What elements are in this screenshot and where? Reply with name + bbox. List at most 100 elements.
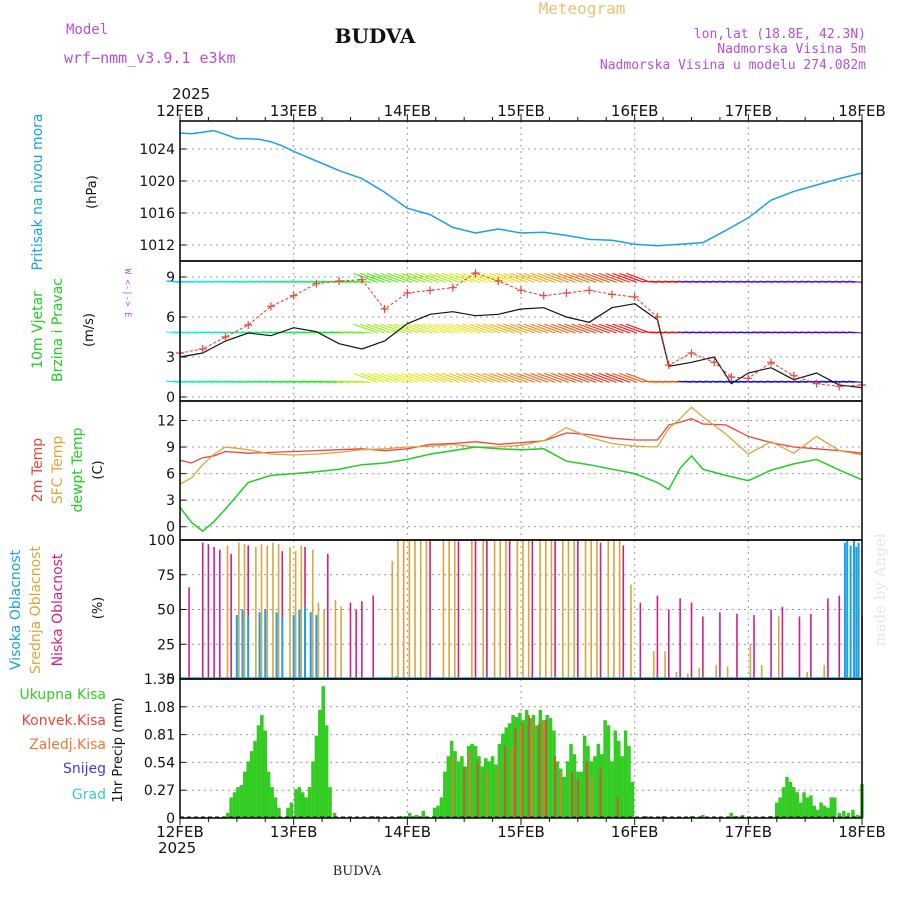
wind-gust-marker [607,290,616,299]
wind-barb [448,272,474,283]
pressure-label: Pritisak na nivou mora [30,113,46,270]
precip-total-bar [826,807,830,818]
precip-ice-bar [497,766,500,818]
precip-total-bar [851,809,855,818]
precip-conv-bar [616,797,619,818]
wind-gust-marker [539,291,548,300]
precip-total-bar [311,761,315,818]
time-tick-label-bottom: 14FEB [384,823,431,841]
precip-total-bar [407,812,412,818]
wind-gust-marker [335,277,344,285]
wind-barb [625,323,651,334]
temp-label-2: SFC Temp [50,436,66,505]
precip-total-bar [613,730,618,818]
wind-barb [448,372,474,383]
y-tick-label: 9 [166,270,175,286]
precip-conv-bar [545,720,548,818]
wind-barb [394,323,419,334]
y-tick-label: 3 [166,350,175,366]
y-tick-label: 75 [157,568,175,584]
wind-barb [421,372,447,383]
wind-barb [605,272,631,283]
y-tick-label: 25 [157,637,175,653]
wind-gust-marker [585,286,594,295]
y-tick-label: 1.08 [144,700,175,716]
wind-gust-marker [710,358,719,367]
precip-total-bar [822,805,827,818]
wind-barb [523,272,549,283]
precip-total-bar [301,792,305,818]
precip-total-bar [565,761,570,818]
wind-barb [400,372,426,383]
precip-total-bar [371,815,375,818]
precip-total-bar [321,686,325,818]
wind-barb [482,272,508,283]
precip-total-bar [548,718,553,818]
meteogram-title: Meteogram [539,0,626,18]
precip-conv-bar [585,761,588,818]
wind-barb [482,372,508,383]
precip-total-bar [421,810,425,818]
precip-total-bar [439,797,444,818]
precip-total-bar [318,709,322,818]
wind-barb [366,272,392,283]
precip-total-bar [324,725,329,818]
precip-conv-bar [521,723,524,818]
precip-total-bar [518,712,522,818]
wind-barb [353,272,378,283]
precip-total-bar [507,723,512,818]
wind-barb [469,323,494,334]
y-tick-label: 0.54 [144,755,175,771]
precip-ice-bar [451,756,454,818]
precip-total-bar [249,751,254,818]
wind-barb [462,272,488,283]
precip-total-bar [599,754,604,818]
y-tick-label: 1020 [139,174,175,190]
wind-barb [469,372,494,383]
wind-barb [619,372,644,383]
wind-barb [523,323,549,334]
precip-legend-conv: Konvek.Kisa [22,713,106,729]
temp-sfc-line [179,406,863,485]
precip-ice-bar [542,720,545,818]
wind-gust-marker [653,313,662,321]
wind-barb [625,372,651,383]
wind-barb [387,372,413,383]
wind-barb [598,272,624,283]
precip-total-bar [399,815,404,818]
wind-gust-marker [494,277,503,285]
precip-total-bar [286,807,290,818]
wind-gust-marker [426,286,435,295]
precip-total-bar [307,787,312,818]
wind-barb [625,272,651,283]
wind-gust-marker [448,283,457,292]
wind-barb [441,272,467,283]
wind-gust-marker [687,349,696,357]
wind-barb [496,323,522,334]
wind-gust-marker [562,289,571,297]
wind-barb [394,272,419,283]
precip-total-bar [842,810,846,818]
precip-total-bar [819,802,823,818]
y-tick-label: 100 [148,533,175,549]
wind-barb [578,323,604,334]
precip-total-bar [740,814,745,818]
y-tick-label: 6 [166,467,175,483]
precip-conv-bar [504,745,507,818]
precip-total-bar [260,715,264,818]
wind-barb [578,272,604,283]
cloud-unit: (%) [91,597,106,620]
time-tick-label-bottom: 15FEB [497,823,544,841]
precip-total-bar [630,781,635,818]
wind-barb [848,280,863,283]
wind-barb [489,272,515,283]
precip-total-bar [805,797,810,818]
wind-barb [428,272,453,283]
footer-station: BUDVA [333,864,382,879]
wind-gust-marker [244,321,253,329]
precip-total-bar [627,745,631,818]
time-tick-label-top: 15FEB [497,102,544,120]
y-tick-label: 0 [166,390,175,406]
wind-speed-line [179,303,863,389]
y-tick-label: 0 [166,672,175,688]
